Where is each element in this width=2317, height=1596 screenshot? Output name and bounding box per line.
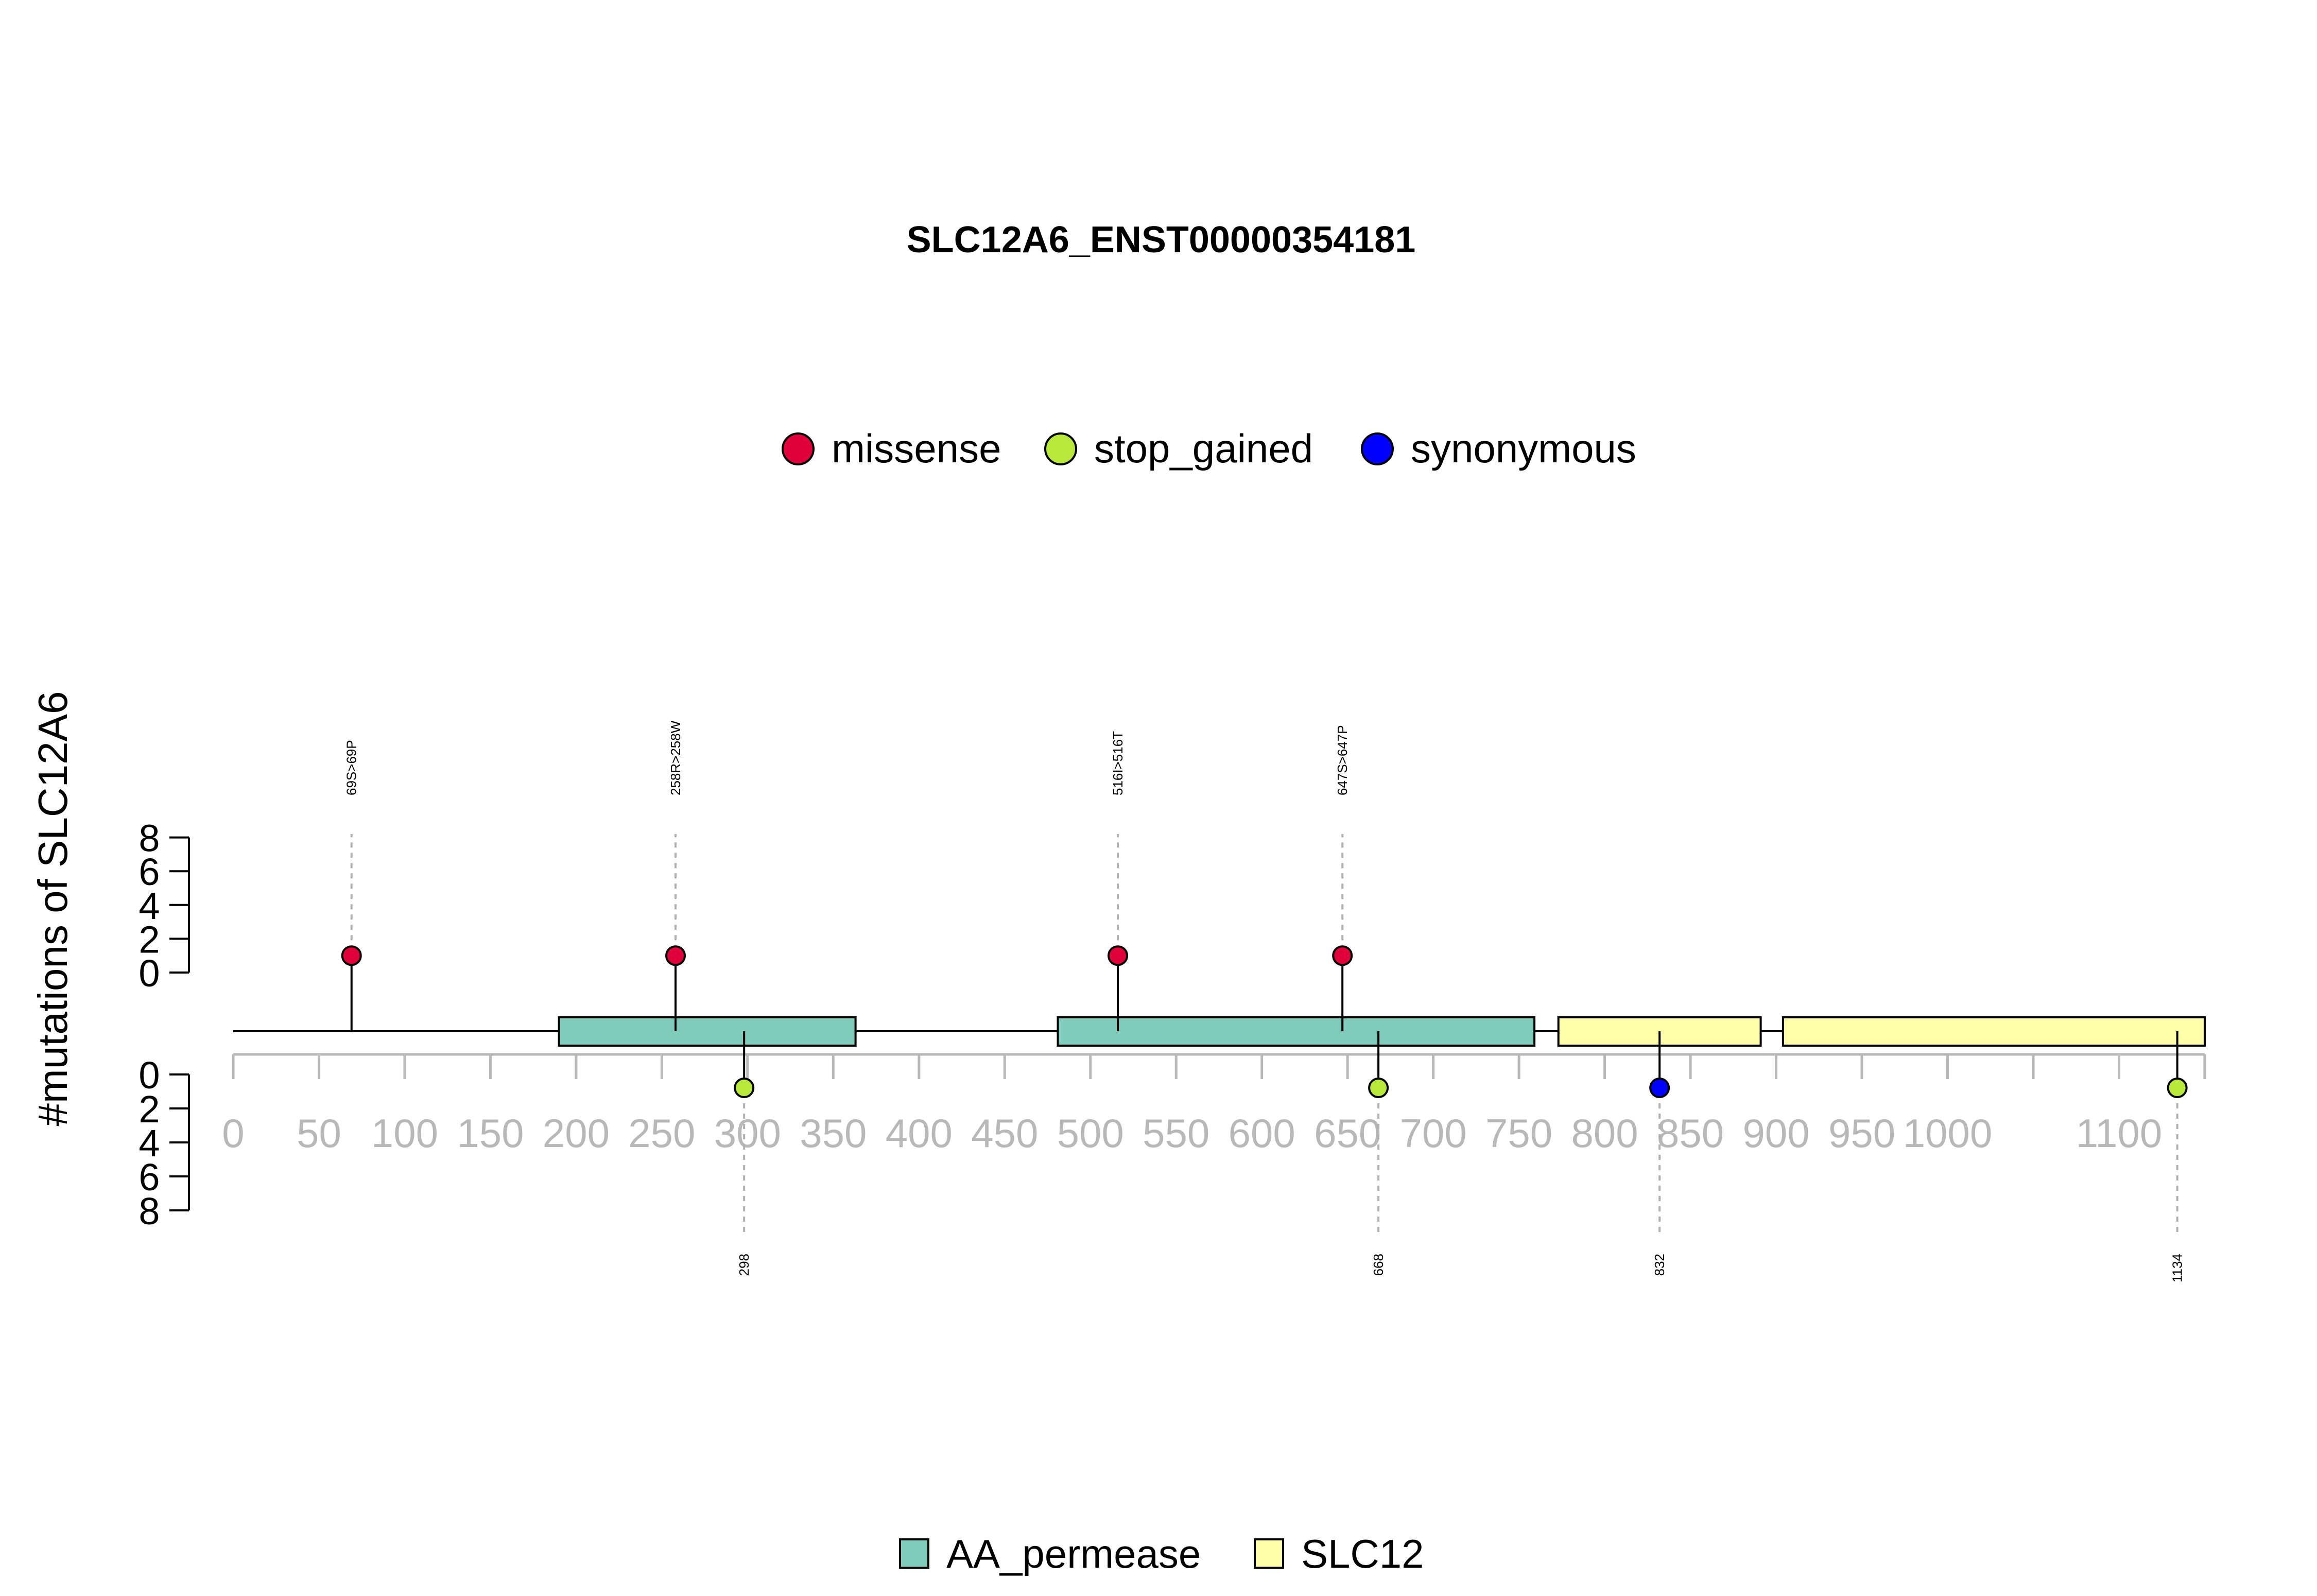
mutation-label-top: 516I>516T [1110, 731, 1126, 795]
lollipop-head-stop_gained [1368, 1078, 1389, 1098]
mutation-label-top: 258R>258W [668, 720, 683, 795]
x-tick-label: 100 [371, 1111, 438, 1156]
mutation-legend: missense stop_gained synonymous [782, 426, 1636, 471]
mutation-label-bottom: 1134 [2170, 1254, 2185, 1282]
x-tick-label: 950 [1828, 1111, 1895, 1156]
mutation-label-bottom: 298 [736, 1254, 752, 1276]
x-tick-label: 1100 [2076, 1111, 2163, 1156]
x-tick-label: 300 [714, 1111, 781, 1156]
legend-label-stop_gained: stop_gained [1094, 426, 1313, 471]
domain-blocks [558, 1016, 2206, 1047]
y-tick-label-bottom: 6 [139, 1156, 160, 1199]
lollipop-head-stop_gained [2167, 1078, 2188, 1098]
domain-SLC12 [1782, 1016, 2206, 1047]
x-tick-label: 650 [1314, 1111, 1381, 1156]
x-tick-label: 700 [1400, 1111, 1467, 1156]
x-tick-label: 500 [1057, 1111, 1124, 1156]
lollipop-head-missense [341, 945, 362, 966]
x-tick-label: 450 [971, 1111, 1038, 1156]
x-tick-label: 350 [800, 1111, 867, 1156]
x-tick-label: 250 [628, 1111, 695, 1156]
lollipop-head-synonymous [1649, 1078, 1670, 1098]
domain-legend-label: AA_permease [946, 1531, 1201, 1576]
lollipop-head-missense [1108, 945, 1129, 966]
domain-legend-swatch [1254, 1538, 1284, 1569]
domain-AA_permease [1057, 1016, 1536, 1047]
legend-marker-stop_gained [1044, 432, 1077, 465]
x-tick-label: 200 [543, 1111, 610, 1156]
y-tick-label-bottom: 4 [139, 1122, 160, 1165]
lollipop-head-missense [665, 945, 686, 966]
chart-title: SLC12A6_ENST00000354181 [907, 219, 1416, 261]
x-tick-label: 1000 [1903, 1111, 1993, 1156]
x-tick-label: 800 [1571, 1111, 1638, 1156]
y-tick-label-bottom: 2 [139, 1088, 160, 1131]
x-tick-label: 50 [297, 1111, 341, 1156]
mutation-label-bottom: 668 [1371, 1254, 1386, 1276]
x-tick-label: 900 [1742, 1111, 1809, 1156]
x-tick-label: 550 [1143, 1111, 1209, 1156]
legend-label-missense: missense [832, 426, 1001, 471]
domain-legend-label: SLC12 [1301, 1531, 1424, 1576]
mutation-lollipops: 69S>69P 258R>258W 516I>516T 647S>647P 298 668… [341, 720, 2188, 1282]
y-tick-label-bottom: 0 [139, 1054, 160, 1097]
y-tick-label-top: 2 [139, 918, 160, 961]
legend-marker-missense [782, 432, 815, 465]
x-tick-label: 750 [1485, 1111, 1552, 1156]
y-tick-label-bottom: 8 [139, 1190, 160, 1233]
x-tick-label: 150 [457, 1111, 524, 1156]
y-tick-label-top: 8 [139, 817, 160, 860]
domain-legend: AA_permease SLC12 [899, 1531, 1424, 1576]
domain-legend-swatch [899, 1538, 929, 1569]
x-tick-label: 850 [1657, 1111, 1724, 1156]
x-tick-label: 600 [1229, 1111, 1295, 1156]
x-axis: 0 50 100 150 200 250 300 350 400 450 500 550 600 650 7… [222, 1053, 2206, 1156]
legend-label-synonymous: synonymous [1411, 426, 1636, 471]
legend-marker-synonymous [1361, 432, 1394, 465]
y-tick-label-top: 0 [139, 952, 160, 995]
x-tick-label: 0 [222, 1111, 244, 1156]
y-tick-label-top: 4 [139, 884, 160, 927]
x-tick-label: 400 [886, 1111, 953, 1156]
mutation-label-top: 69S>69P [344, 740, 359, 795]
y-tick-label-top: 6 [139, 851, 160, 893]
lollipop-head-stop_gained [734, 1078, 755, 1098]
domain-AA_permease [558, 1016, 857, 1047]
y-axis-label: #mutations of SLC12A6 [30, 691, 76, 1126]
mutation-label-top: 647S>647P [1335, 725, 1350, 795]
mutation-label-bottom: 832 [1652, 1254, 1667, 1276]
lollipop-head-missense [1332, 945, 1353, 966]
